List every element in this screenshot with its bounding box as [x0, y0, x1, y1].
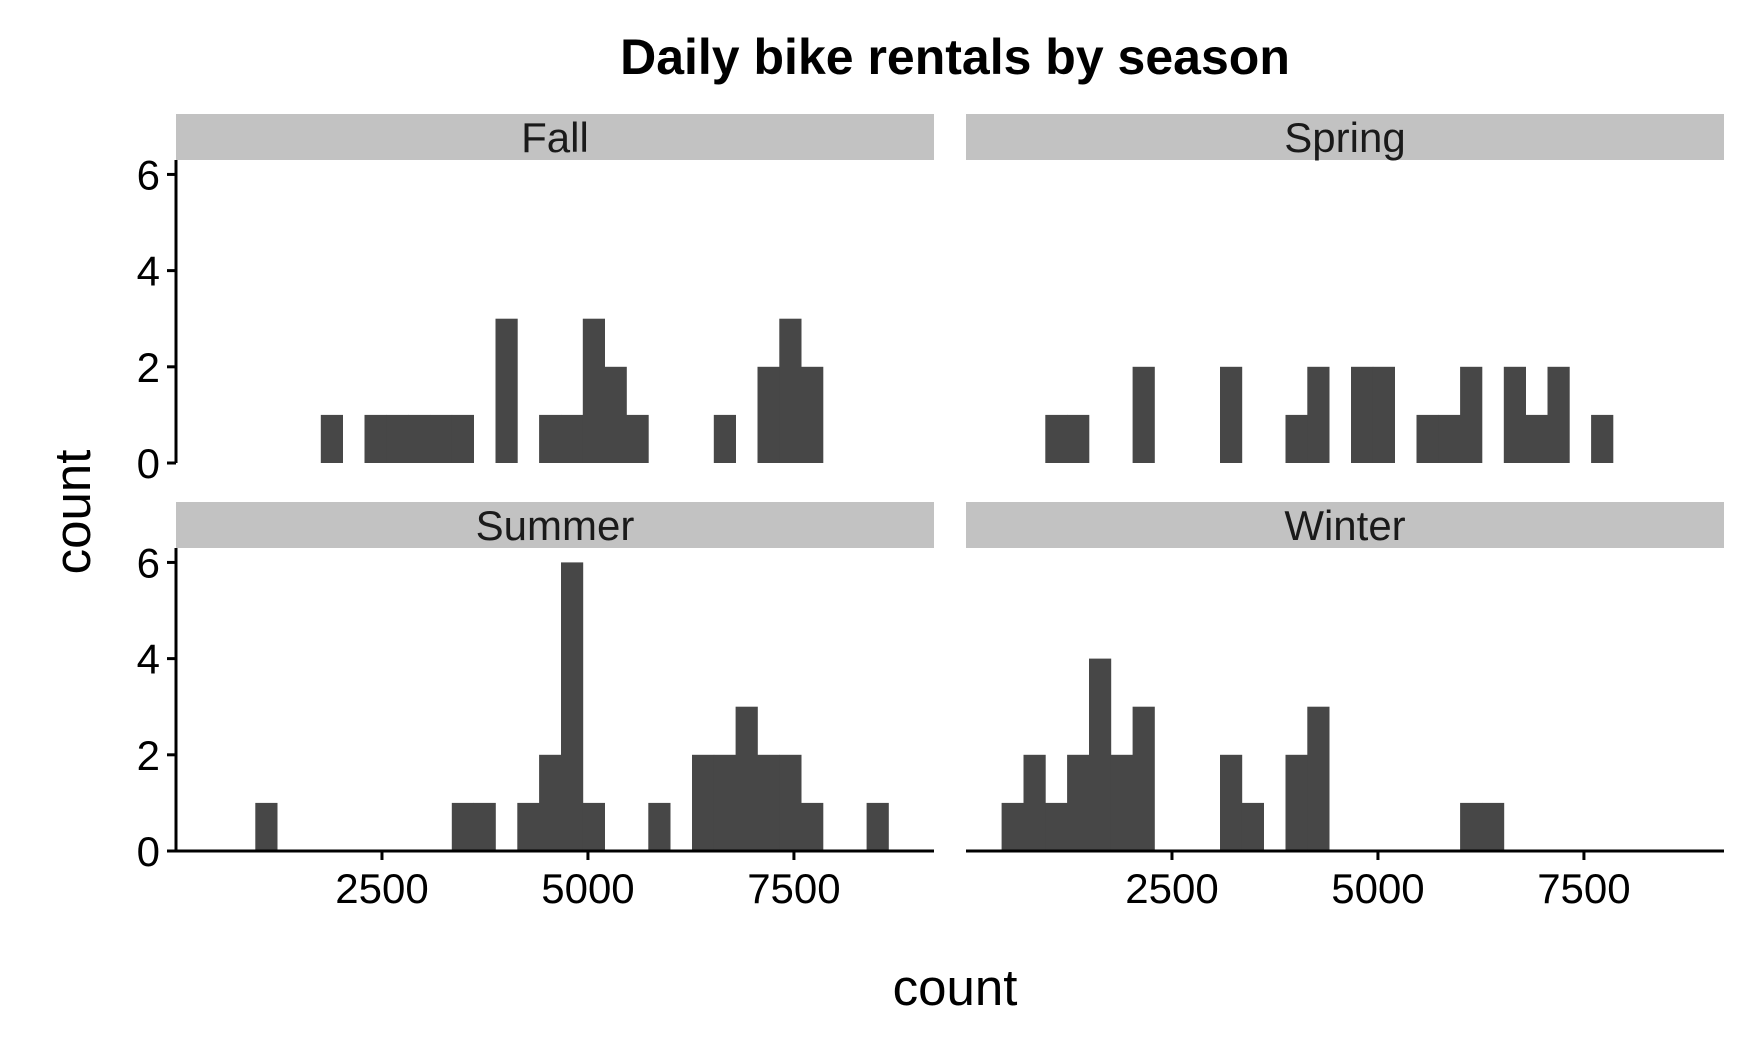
x-tick-label: 5000 [541, 865, 634, 912]
x-tick-label: 5000 [1331, 865, 1424, 912]
histogram-bar [320, 414, 343, 463]
histogram-bar [539, 754, 562, 851]
histogram-bar [1307, 366, 1330, 463]
y-tick-label: 6 [137, 151, 160, 198]
histogram-bar [1503, 366, 1526, 463]
histogram-bar [1351, 366, 1374, 463]
y-tick-label: 2 [137, 732, 160, 779]
histogram-bar [626, 414, 649, 463]
histogram-bar [430, 414, 453, 463]
histogram-bar [757, 754, 780, 851]
x-tick-label: 2500 [1125, 865, 1218, 912]
histogram-bar [692, 754, 715, 851]
y-tick-label: 0 [137, 440, 160, 487]
histogram-bar [1132, 706, 1155, 851]
histogram-bar [1220, 366, 1243, 463]
chart-title: Daily bike rentals by season [620, 29, 1290, 85]
histogram-bar [1067, 754, 1090, 851]
histogram-bar [386, 414, 409, 463]
facet-strip-summer [176, 502, 934, 548]
histogram-bar [1547, 366, 1570, 463]
histogram-bar [451, 802, 474, 851]
facet-strip-label: Fall [521, 114, 589, 161]
y-axis-title: count [44, 450, 101, 575]
x-tick-label: 2500 [335, 865, 428, 912]
histogram-bar [582, 318, 605, 463]
histogram-bar [648, 802, 671, 851]
histogram-bar [582, 802, 605, 851]
histogram-bar [866, 802, 889, 851]
histogram-bar [1285, 754, 1308, 851]
facet-strip-label: Winter [1284, 502, 1405, 549]
histogram-bar [495, 318, 518, 463]
histogram-bar [713, 414, 736, 463]
histogram-bar [1460, 802, 1483, 851]
histogram-bar [473, 802, 496, 851]
histogram-bar [1482, 802, 1505, 851]
histogram-bar [1307, 706, 1330, 851]
histogram-bar [517, 802, 540, 851]
y-tick-label: 6 [137, 539, 160, 586]
histogram-bar [1460, 366, 1483, 463]
histogram-bar [561, 562, 584, 851]
facet-strip-spring [966, 114, 1724, 160]
histogram-bar [539, 414, 562, 463]
x-tick-label: 7500 [747, 865, 840, 912]
histogram-bar [779, 318, 802, 463]
histogram-bar [1045, 414, 1068, 463]
histogram-bar [713, 754, 736, 851]
histogram-bar [561, 414, 584, 463]
x-axis-title: count [893, 959, 1018, 1016]
histogram-bar [757, 366, 780, 463]
facet-panel-summer: Summer 0 2 4 6 2500 5000 7500 [137, 502, 934, 912]
facet-panel-spring: Spring [966, 114, 1724, 463]
y-tick-label: 4 [137, 248, 160, 295]
y-tick-label: 2 [137, 344, 160, 391]
facet-panel-fall: Fall 0 2 4 6 [137, 114, 934, 487]
histogram-bar [1372, 366, 1395, 463]
histogram-bar [1591, 414, 1614, 463]
histogram-bar [1416, 414, 1439, 463]
histogram-bar [451, 414, 474, 463]
histogram-bar [1110, 754, 1133, 851]
histogram-bar [1067, 414, 1090, 463]
histogram-bar [1438, 414, 1461, 463]
histogram-bar [1132, 366, 1155, 463]
histogram-bar [364, 414, 387, 463]
histogram-bar [1525, 414, 1548, 463]
facet-strip-label: Spring [1284, 114, 1405, 161]
y-tick-label: 0 [137, 828, 160, 875]
x-tick-label: 7500 [1537, 865, 1630, 912]
facet-strip-fall [176, 114, 934, 160]
histogram-bar [1001, 802, 1024, 851]
histogram-bar [779, 754, 802, 851]
facet-panel-winter: Winter 2500 5000 7500 [966, 502, 1724, 912]
facet-strip-label: Summer [476, 502, 635, 549]
histogram-bar [1220, 754, 1243, 851]
histogram-bar [604, 366, 627, 463]
histogram-bar [801, 366, 824, 463]
facet-strip-winter [966, 502, 1724, 548]
histogram-bar [735, 706, 758, 851]
histogram-bar [801, 802, 824, 851]
histogram-bar [1089, 658, 1112, 851]
histogram-bar [1285, 414, 1308, 463]
histogram-bar [1241, 802, 1264, 851]
histogram-bar [1045, 802, 1068, 851]
y-tick-label: 4 [137, 636, 160, 683]
histogram-bar [1023, 754, 1046, 851]
histogram-bar [255, 802, 278, 851]
histogram-bar [408, 414, 431, 463]
